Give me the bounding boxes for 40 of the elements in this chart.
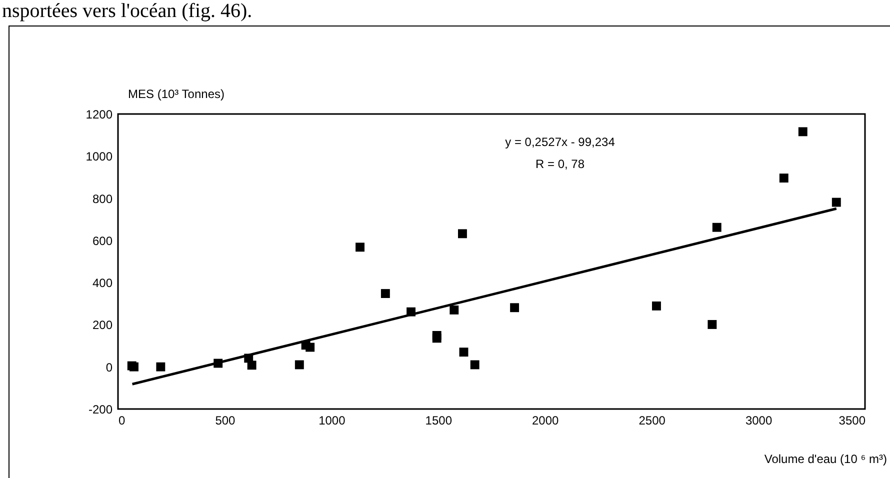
point xyxy=(458,229,467,238)
point xyxy=(380,289,390,298)
point xyxy=(294,360,304,370)
point xyxy=(652,301,661,310)
x-tick-label: 1000 xyxy=(318,414,346,428)
point xyxy=(510,303,520,312)
point xyxy=(247,360,256,370)
y-tick-label: -200 xyxy=(88,402,113,416)
point xyxy=(470,360,480,370)
x-tick-label: 0 xyxy=(118,414,126,428)
point xyxy=(712,222,722,232)
point xyxy=(459,348,468,357)
x-tick-label: 3500 xyxy=(838,414,866,428)
y-tick-label: 600 xyxy=(92,234,113,248)
y-tick-label: 1000 xyxy=(86,150,113,164)
text: nsportées vers l'océan (fig. 46). xyxy=(2,0,252,22)
point xyxy=(156,362,166,372)
annotation: y = 0,2527x - 99,234 xyxy=(505,135,616,149)
y-tick-label: 800 xyxy=(92,192,113,206)
y-tick-label: 0 xyxy=(106,360,113,374)
x-tick-label: 500 xyxy=(215,414,236,428)
point xyxy=(798,127,808,136)
x-tick-label: 2500 xyxy=(638,414,666,428)
annotation: R = 0, 78 xyxy=(535,157,585,171)
x-axis-title: Volume d'eau (10 ⁶ m³) xyxy=(764,452,887,466)
point xyxy=(130,362,138,372)
y-tick-label: 200 xyxy=(92,318,113,332)
y-axis-title: MES (10³ Tonnes) xyxy=(128,87,224,101)
point xyxy=(708,320,717,329)
y-tick-label: 1200 xyxy=(86,108,113,122)
point xyxy=(356,242,364,252)
x-tick-label: 2000 xyxy=(532,414,560,428)
x-tick-label: 1500 xyxy=(425,414,452,428)
x-tick-label: 3000 xyxy=(745,414,772,428)
point xyxy=(832,198,841,207)
point xyxy=(432,334,442,343)
point xyxy=(450,305,459,314)
point xyxy=(779,174,788,183)
y-tick-label: 400 xyxy=(92,276,113,290)
point xyxy=(306,342,315,352)
